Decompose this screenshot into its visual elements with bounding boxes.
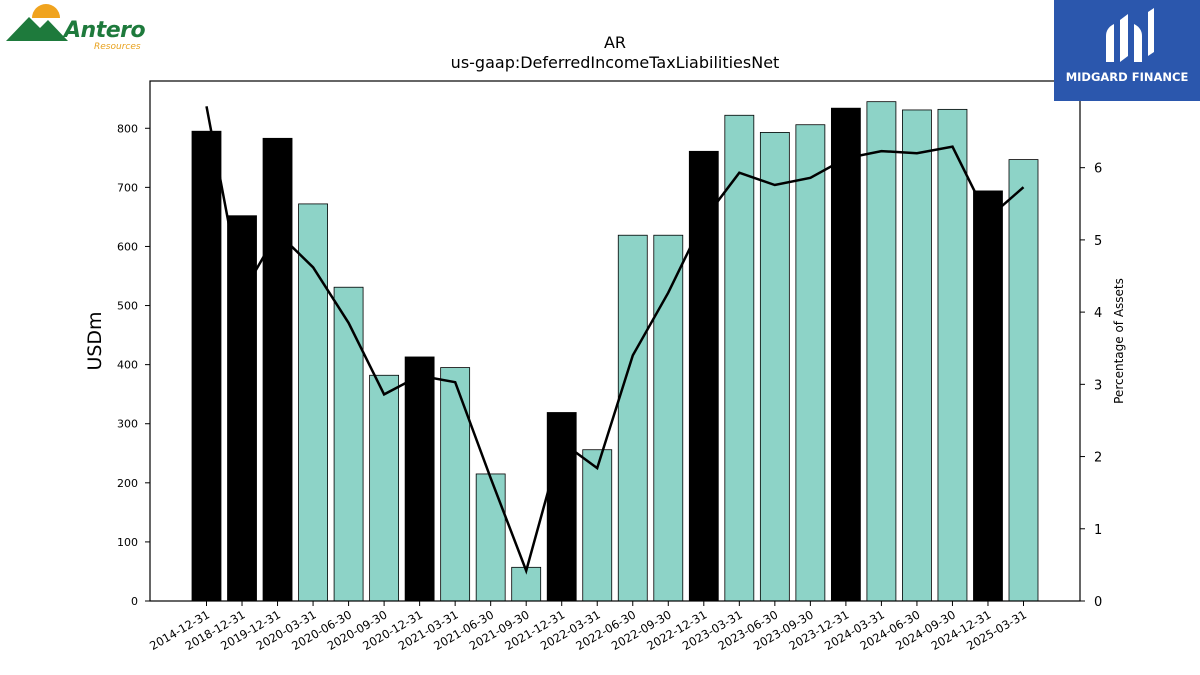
- antero-logo: Antero Resources: [4, 4, 154, 56]
- bar: [475, 473, 506, 602]
- y-tick-label: 600: [117, 240, 138, 253]
- antero-logo-text: Antero: [64, 18, 146, 43]
- y2-tick-label: 4: [1094, 306, 1102, 321]
- bar: [902, 109, 932, 602]
- y-tick-label: 200: [117, 477, 138, 490]
- bar: [227, 215, 257, 602]
- y2-tick-label: 0: [1094, 595, 1102, 610]
- bar: [1008, 159, 1039, 602]
- y-tick-label: 300: [117, 418, 138, 431]
- bar: [688, 150, 719, 602]
- midgard-logo-text: MIDGARD FINANCE: [1065, 70, 1189, 84]
- bar: [440, 367, 471, 602]
- bar: [404, 356, 435, 602]
- y-tick-label: 500: [117, 300, 138, 313]
- bar: [759, 132, 790, 602]
- bar: [653, 234, 684, 602]
- y2-tick-label: 5: [1094, 234, 1102, 249]
- y-tick-label: 400: [117, 359, 138, 372]
- y2-tick-label: 2: [1094, 451, 1102, 466]
- bar: [262, 137, 293, 602]
- bar: [191, 130, 222, 602]
- y2-axis-label: Percentage of Assets: [1112, 278, 1126, 404]
- y2-tick-label: 1: [1094, 523, 1102, 538]
- midgard-finance-logo: MIDGARD FINANCE: [1054, 0, 1200, 101]
- chart-title: AR: [604, 33, 626, 52]
- y-axis-label: USDm: [84, 311, 106, 370]
- y-tick-label: 700: [117, 181, 138, 194]
- y-tick-label: 800: [117, 122, 138, 135]
- bar: [973, 190, 1003, 602]
- bar: [795, 124, 826, 602]
- plot-frame: [149, 80, 1081, 602]
- chart-subtitle: us-gaap:DeferredIncomeTaxLiabilitiesNet: [451, 53, 780, 72]
- series-line-percentage-of-assets: [205, 106, 1025, 575]
- y-tick-label: 100: [117, 536, 138, 549]
- bar: [866, 101, 897, 602]
- bar: [617, 234, 648, 602]
- mountain-icon: [6, 4, 68, 41]
- midgard-mark-icon: [1106, 8, 1154, 62]
- antero-logo-subtext: Resources: [94, 42, 141, 52]
- y-tick-label: 0: [131, 595, 138, 608]
- bar: [298, 203, 328, 602]
- bar: [830, 107, 861, 602]
- y2-tick-label: 6: [1094, 162, 1102, 177]
- plot-area: 010020030040050060070080001234562014-12-…: [117, 80, 1102, 653]
- bar: [937, 108, 968, 602]
- bar: [333, 286, 364, 602]
- bar: [582, 449, 613, 602]
- bar: [369, 374, 400, 602]
- y2-tick-label: 3: [1094, 378, 1102, 393]
